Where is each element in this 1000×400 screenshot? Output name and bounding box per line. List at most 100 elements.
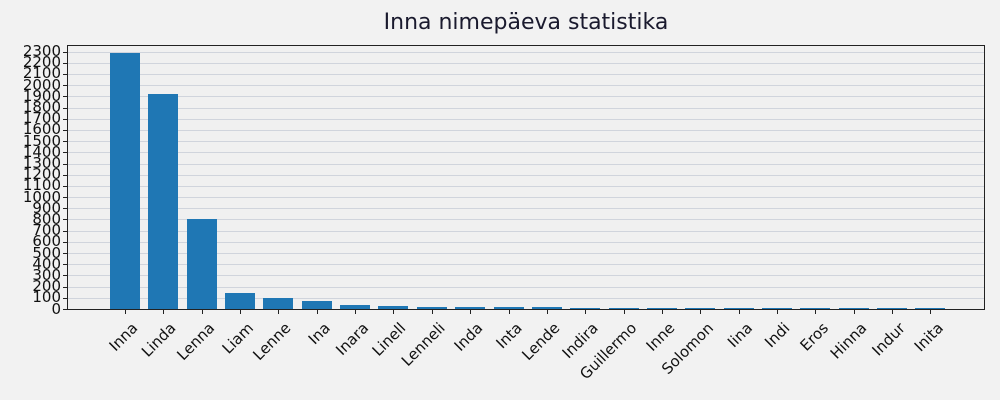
x-tick-label: Lenna [173, 319, 218, 364]
gridline [68, 163, 984, 165]
gridline [68, 141, 984, 143]
gridline [68, 118, 984, 120]
x-tick [623, 309, 625, 314]
y-tick [63, 163, 68, 165]
plot-area: 0 100 200 300 400 500 600 700 800 900 1000 1100 1200… [23, 44, 985, 383]
x-tick-label: Lende [518, 319, 564, 364]
x-tick-label: Inara [332, 319, 373, 359]
y-tick-label: 700 [32, 221, 61, 240]
gridline [68, 197, 984, 199]
gridline [68, 51, 984, 53]
bar-linell [378, 306, 409, 309]
y-tick [63, 107, 68, 109]
gridline [68, 129, 984, 131]
y-tick [63, 62, 68, 64]
y-tick-label: 1000 [22, 187, 61, 206]
y-tick [63, 230, 68, 232]
x-tick [815, 309, 817, 314]
y-tick [63, 141, 68, 143]
gridline [68, 286, 984, 288]
y-tick-label: 900 [32, 198, 61, 217]
y-tick-label: 1600 [22, 120, 61, 139]
x-tick [393, 309, 395, 314]
y-tick-label: 1300 [22, 154, 61, 172]
gridline [68, 253, 984, 255]
x-tick [930, 309, 932, 314]
y-tick [63, 309, 68, 310]
y-tick [63, 219, 68, 221]
y-tick-label: 2000 [22, 75, 61, 94]
y-tick [63, 96, 68, 98]
gridline [68, 62, 984, 64]
y-tick-label: 0 [51, 299, 61, 318]
x-tick-label: Lenne [249, 319, 295, 364]
gridline [68, 208, 984, 210]
bar-lenna [186, 219, 217, 309]
bar-inta [493, 307, 524, 309]
bar-linda [148, 93, 179, 309]
gridline [68, 85, 984, 87]
bar-iina [723, 308, 754, 309]
chart-title: Inna nimepäeva statistika [383, 10, 669, 35]
gridline [68, 241, 984, 243]
x-tick [776, 309, 778, 314]
y-tick-label: 600 [32, 232, 61, 251]
y-tick [63, 51, 68, 53]
gridline [68, 73, 984, 75]
bar-eros [800, 308, 831, 309]
y-tick-label: 2200 [22, 53, 61, 72]
bar-inita [915, 308, 946, 309]
y-tick-label: 200 [32, 277, 61, 296]
x-tick-label: Indi [761, 319, 794, 352]
gridline [68, 230, 984, 232]
gridline [68, 297, 984, 299]
x-tick [355, 309, 357, 314]
bar-ina [301, 301, 332, 309]
x-tick [240, 309, 242, 314]
x-tick [125, 309, 126, 314]
gridline [68, 96, 984, 98]
bar-lenne [263, 298, 294, 309]
x-tick [508, 309, 510, 314]
bar-guillermo [608, 307, 639, 309]
bar-indira [570, 307, 601, 309]
y-tick-label: 800 [32, 209, 61, 228]
x-tick [892, 309, 893, 314]
x-tick-label: Indur [868, 319, 909, 360]
y-tick-label: 100 [32, 288, 61, 307]
x-tick [470, 309, 472, 314]
y-tick [63, 197, 68, 199]
x-tick [738, 309, 740, 314]
y-tick [63, 275, 68, 277]
y-tick [63, 264, 68, 266]
x-tick [316, 309, 318, 314]
gridline [68, 174, 984, 176]
y-tick-label: 2100 [22, 64, 61, 83]
x-tick [201, 309, 203, 314]
y-tick [63, 118, 68, 120]
y-tick-label: 2300 [22, 42, 61, 61]
gridline [68, 152, 984, 154]
y-tick [63, 174, 68, 176]
y-tick-label: 500 [32, 243, 61, 262]
x-tick-label: Hinna [826, 319, 871, 363]
y-tick-label: 1500 [22, 131, 61, 150]
x-tick-label: Ina [304, 319, 334, 349]
x-tick [163, 309, 165, 314]
y-tick-label: 1100 [22, 176, 61, 195]
y-tick-label: 1900 [22, 86, 61, 105]
bar-inna [110, 52, 140, 309]
y-tick-label: 1200 [22, 165, 61, 184]
x-tick [700, 309, 702, 314]
y-tick [63, 286, 68, 288]
bar-lenneli [416, 307, 447, 309]
x-tick-label: Iina [723, 319, 756, 352]
bar-lende [531, 307, 562, 309]
gridline [68, 219, 984, 221]
y-tick [63, 253, 68, 255]
y-tick-label: 1800 [22, 98, 61, 117]
y-tick [63, 73, 68, 75]
y-tick [63, 208, 68, 210]
bar-liam [225, 293, 256, 309]
bar-inne [646, 307, 677, 309]
